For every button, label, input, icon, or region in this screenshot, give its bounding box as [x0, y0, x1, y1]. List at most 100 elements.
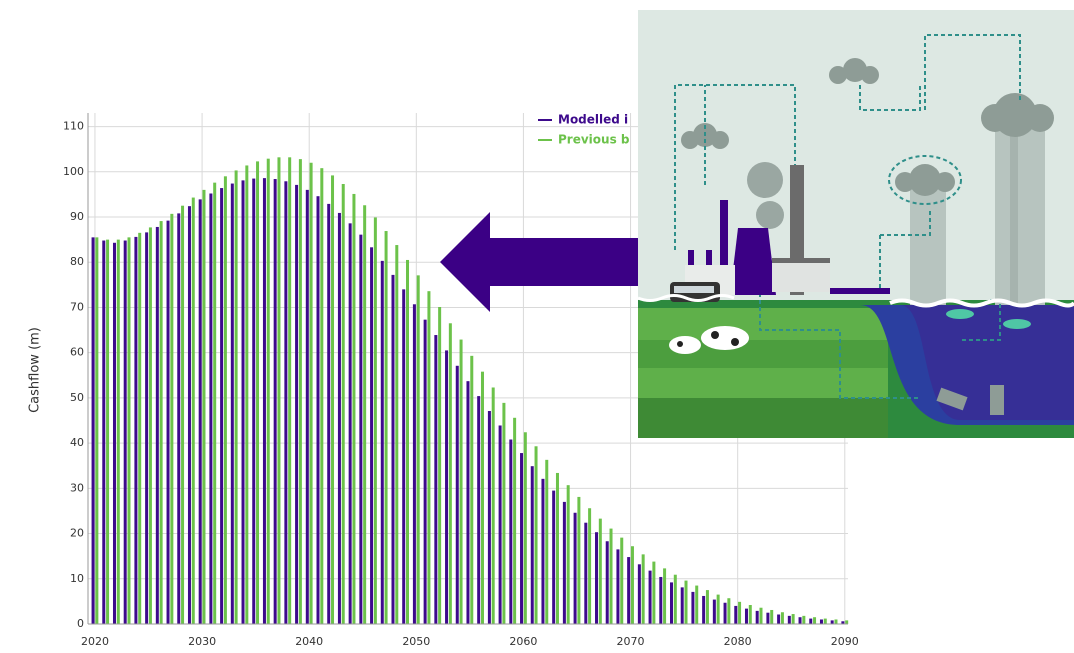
bar: [209, 193, 213, 624]
bar: [673, 574, 677, 624]
bar: [523, 432, 527, 624]
bar: [459, 339, 463, 624]
bar: [466, 381, 470, 624]
bar: [716, 594, 720, 624]
bar: [723, 602, 727, 624]
bar: [230, 183, 234, 624]
y-tick-label: 60: [70, 346, 84, 359]
bar: [191, 197, 195, 624]
bar: [284, 181, 288, 625]
bar: [744, 608, 748, 624]
bar: [734, 605, 738, 624]
bar: [112, 242, 116, 624]
bar: [691, 591, 695, 624]
bar: [277, 157, 281, 624]
bar: [520, 453, 524, 624]
legend-label: Previous b: [558, 133, 630, 147]
bar: [552, 490, 556, 624]
bar: [309, 162, 313, 625]
bar: [416, 275, 420, 624]
arrow: [440, 212, 640, 312]
bar: [391, 274, 395, 624]
bar: [541, 478, 545, 624]
y-tick-label: 110: [63, 120, 84, 133]
bar: [305, 189, 309, 624]
bar: [223, 176, 227, 624]
bar: [509, 439, 513, 624]
y-tick-label: 90: [70, 210, 84, 223]
bar: [331, 175, 335, 624]
bar: [562, 501, 566, 624]
bar: [834, 619, 838, 624]
bar: [566, 485, 570, 624]
bar: [595, 532, 599, 624]
bar: [213, 182, 217, 625]
bar: [406, 259, 410, 624]
illustration: [637, 10, 1074, 438]
bar: [588, 508, 592, 624]
bar: [630, 546, 634, 624]
bar: [798, 617, 802, 624]
bar: [320, 168, 324, 624]
bar: [373, 217, 377, 624]
bar: [266, 158, 270, 624]
bar: [348, 223, 352, 624]
bar: [245, 165, 249, 624]
bar: [748, 605, 752, 624]
x-tick-label: 2050: [402, 635, 430, 648]
bar: [534, 446, 538, 624]
bar: [759, 607, 763, 624]
bar: [695, 585, 699, 624]
bar: [555, 472, 559, 624]
bar: [545, 459, 549, 624]
bar: [845, 620, 849, 624]
bar: [434, 335, 438, 624]
legend: Modelled i Previous b: [538, 113, 630, 147]
bar: [359, 234, 363, 624]
bar: [202, 189, 206, 624]
bar: [770, 609, 774, 624]
bar: [823, 618, 827, 624]
y-tick-label: 100: [63, 165, 84, 178]
bar: [809, 618, 813, 624]
bar: [177, 213, 181, 624]
bar: [384, 231, 388, 624]
bar: [145, 232, 149, 624]
bar: [241, 180, 245, 624]
bar: [780, 612, 784, 624]
bar: [370, 247, 374, 625]
bar: [727, 598, 731, 624]
bar: [252, 178, 256, 624]
bar: [106, 239, 110, 624]
bar: [116, 239, 120, 624]
bar: [448, 323, 452, 624]
bar: [352, 193, 356, 624]
bar: [648, 570, 652, 624]
bar: [627, 557, 631, 624]
bar: [813, 617, 817, 624]
bar: [220, 188, 224, 624]
y-tick-label: 20: [70, 527, 84, 540]
bar: [498, 425, 502, 624]
bar: [663, 568, 667, 624]
bar: [620, 537, 624, 624]
bar: [705, 590, 709, 624]
bar: [412, 304, 416, 624]
bar: [766, 612, 770, 624]
bar: [273, 179, 277, 624]
bar: [316, 196, 320, 624]
bar: [155, 226, 159, 624]
bar: [123, 240, 127, 624]
bar: [170, 213, 174, 624]
bar: [802, 615, 806, 624]
bar: [605, 541, 609, 624]
bar: [423, 319, 427, 624]
bar: [295, 184, 299, 624]
bar: [445, 350, 449, 624]
bar: [702, 595, 706, 624]
bar: [256, 161, 260, 624]
bar: [712, 599, 716, 624]
y-tick-label: 70: [70, 300, 84, 313]
bar: [455, 365, 459, 624]
